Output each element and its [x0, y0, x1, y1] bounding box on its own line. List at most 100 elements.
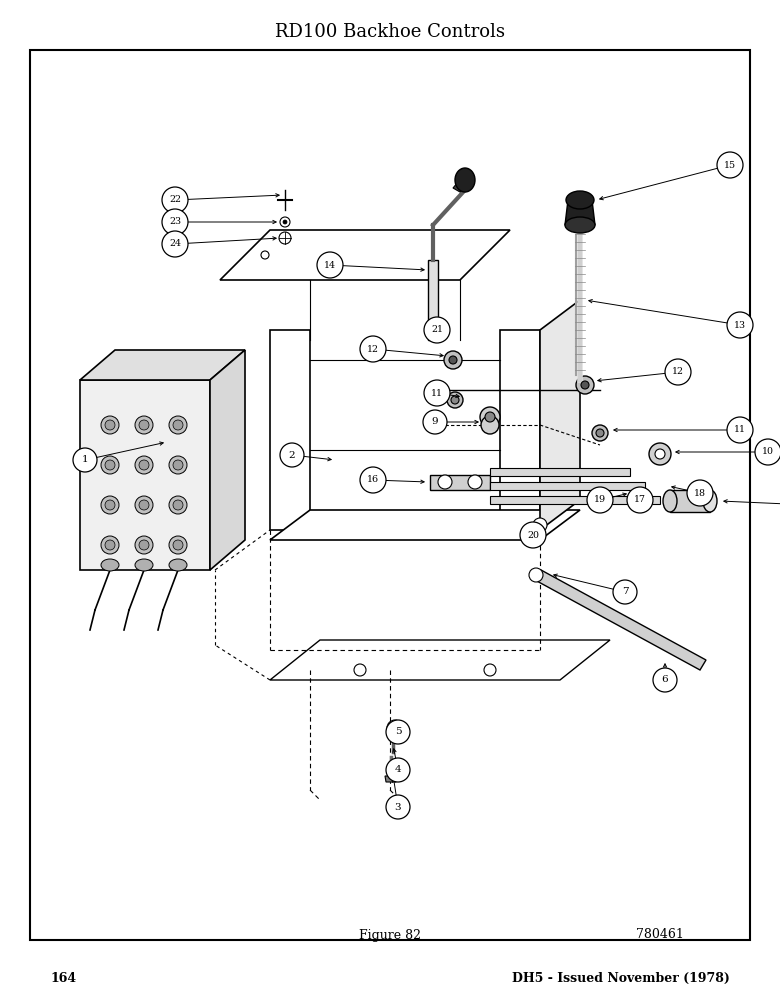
- Text: DH5 - Issued November (1978): DH5 - Issued November (1978): [512, 972, 730, 984]
- Circle shape: [105, 420, 115, 430]
- Text: 16: 16: [367, 476, 379, 485]
- Ellipse shape: [565, 217, 595, 233]
- Circle shape: [665, 359, 691, 385]
- Circle shape: [592, 425, 608, 441]
- Circle shape: [162, 231, 188, 257]
- Polygon shape: [490, 482, 645, 490]
- Text: 21: 21: [431, 326, 443, 334]
- Bar: [30, 50, 750, 940]
- Circle shape: [520, 522, 546, 548]
- Circle shape: [135, 456, 153, 474]
- Circle shape: [139, 540, 149, 550]
- Text: 3: 3: [395, 802, 402, 812]
- Circle shape: [576, 376, 594, 394]
- Ellipse shape: [101, 559, 119, 571]
- Text: 15: 15: [724, 160, 736, 169]
- Circle shape: [354, 664, 366, 676]
- Circle shape: [533, 518, 547, 532]
- Circle shape: [755, 439, 780, 465]
- Text: 12: 12: [367, 344, 379, 354]
- Circle shape: [169, 496, 187, 514]
- Ellipse shape: [663, 490, 677, 512]
- Text: 6: 6: [661, 676, 668, 684]
- Text: 10: 10: [762, 448, 774, 456]
- Text: 23: 23: [169, 218, 181, 227]
- Circle shape: [173, 500, 183, 510]
- Polygon shape: [535, 570, 706, 670]
- Circle shape: [139, 460, 149, 470]
- Text: RD100 Backhoe Controls: RD100 Backhoe Controls: [275, 23, 505, 41]
- Circle shape: [173, 540, 183, 550]
- Circle shape: [105, 460, 115, 470]
- Circle shape: [627, 487, 653, 513]
- Text: 11: 11: [431, 388, 443, 397]
- Polygon shape: [500, 330, 540, 530]
- Circle shape: [105, 500, 115, 510]
- Circle shape: [135, 536, 153, 554]
- Polygon shape: [270, 640, 610, 680]
- Circle shape: [424, 317, 450, 343]
- Text: 19: 19: [594, 495, 606, 504]
- Text: 9: 9: [431, 418, 438, 426]
- Circle shape: [105, 540, 115, 550]
- Ellipse shape: [169, 559, 187, 571]
- Circle shape: [280, 443, 304, 467]
- Circle shape: [73, 448, 97, 472]
- Text: 164: 164: [50, 972, 76, 984]
- Circle shape: [135, 416, 153, 434]
- Ellipse shape: [455, 168, 475, 192]
- Polygon shape: [670, 490, 710, 512]
- Text: 14: 14: [324, 260, 336, 269]
- Text: 20: 20: [527, 530, 539, 540]
- Text: 12: 12: [672, 367, 684, 376]
- Circle shape: [529, 568, 543, 582]
- Text: 4: 4: [395, 766, 402, 774]
- Circle shape: [280, 217, 290, 227]
- Circle shape: [386, 758, 410, 782]
- Polygon shape: [270, 510, 580, 540]
- Circle shape: [162, 187, 188, 213]
- Circle shape: [484, 664, 496, 676]
- Ellipse shape: [135, 559, 153, 571]
- Circle shape: [101, 536, 119, 554]
- Polygon shape: [210, 350, 245, 570]
- Circle shape: [261, 251, 269, 259]
- Polygon shape: [430, 475, 490, 490]
- Circle shape: [424, 380, 450, 406]
- Circle shape: [451, 396, 459, 404]
- Polygon shape: [540, 300, 580, 530]
- Polygon shape: [270, 330, 310, 530]
- Circle shape: [101, 456, 119, 474]
- Circle shape: [587, 487, 613, 513]
- Circle shape: [169, 456, 187, 474]
- Polygon shape: [565, 200, 595, 225]
- Circle shape: [468, 475, 482, 489]
- Polygon shape: [80, 350, 245, 380]
- Polygon shape: [428, 260, 438, 340]
- Circle shape: [717, 152, 743, 178]
- Polygon shape: [385, 776, 397, 782]
- Circle shape: [135, 496, 153, 514]
- Circle shape: [596, 429, 604, 437]
- Circle shape: [101, 496, 119, 514]
- Circle shape: [387, 720, 403, 736]
- Circle shape: [449, 356, 457, 364]
- Circle shape: [438, 475, 452, 489]
- Polygon shape: [490, 496, 660, 504]
- Circle shape: [423, 410, 447, 434]
- Text: 18: 18: [694, 488, 706, 497]
- Circle shape: [139, 500, 149, 510]
- Polygon shape: [80, 380, 210, 570]
- Circle shape: [279, 232, 291, 244]
- Text: 2: 2: [289, 450, 296, 460]
- Text: 22: 22: [169, 196, 181, 205]
- Circle shape: [317, 252, 343, 278]
- Circle shape: [613, 580, 637, 604]
- Polygon shape: [490, 468, 630, 476]
- Circle shape: [687, 480, 713, 506]
- Text: 11: 11: [734, 426, 746, 434]
- Circle shape: [392, 725, 398, 731]
- Polygon shape: [453, 176, 470, 192]
- Circle shape: [655, 449, 665, 459]
- Circle shape: [447, 392, 463, 408]
